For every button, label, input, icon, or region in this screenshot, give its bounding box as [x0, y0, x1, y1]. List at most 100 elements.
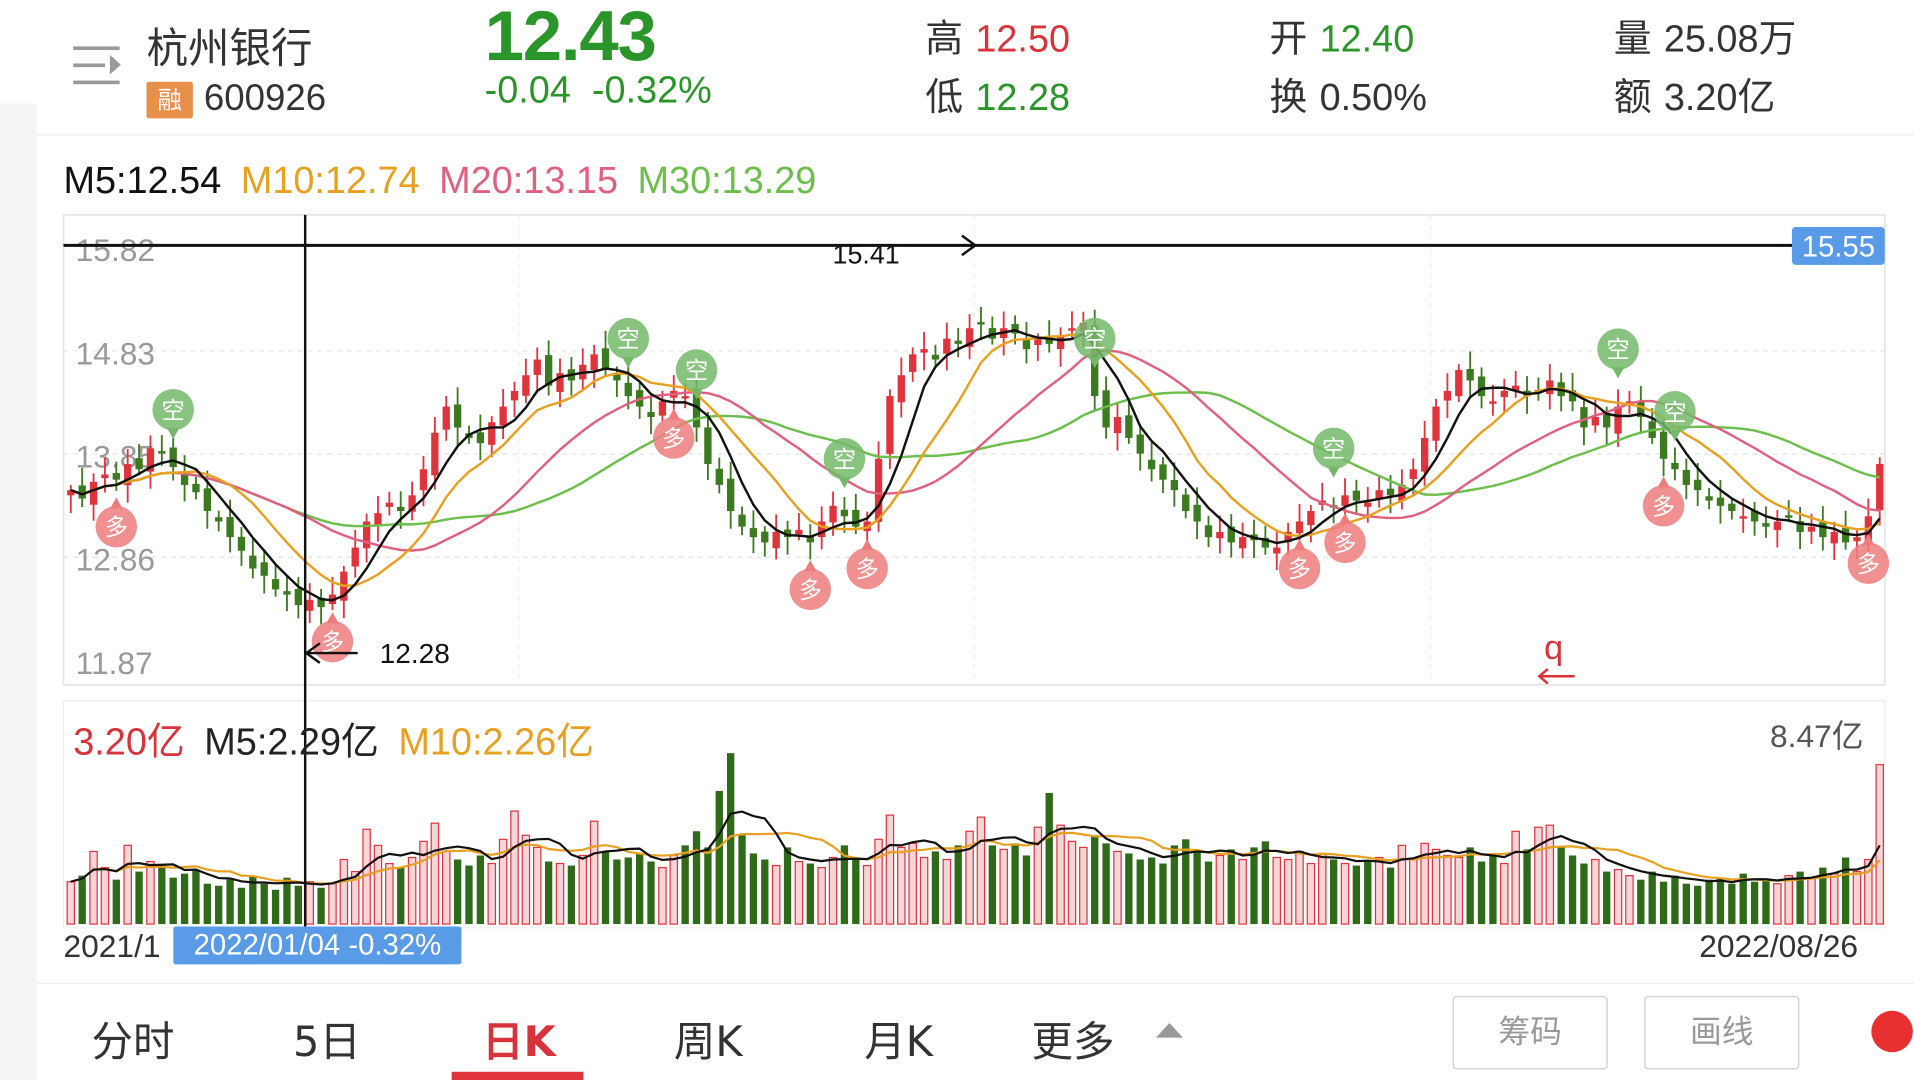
candle-down — [192, 483, 200, 493]
candle-up — [1591, 417, 1599, 426]
volume-bar-down — [203, 883, 211, 925]
volume-max-label: 8.47亿 — [1770, 717, 1864, 755]
volume-bar-up — [885, 814, 895, 925]
candle-up — [897, 375, 905, 403]
stat-value: 25.08万 — [1663, 17, 1797, 60]
candle-up — [818, 521, 826, 538]
short-signal-marker: 空 — [1312, 427, 1355, 478]
volume-bar-down — [852, 859, 860, 925]
candle-up — [385, 502, 394, 507]
candle-down — [271, 579, 280, 590]
tab-monthly-k[interactable]: 月K — [864, 1018, 933, 1067]
volume-bar-up — [1625, 875, 1634, 925]
volume-bar-up — [1500, 862, 1509, 925]
draw-line-button[interactable]: 画线 — [1644, 996, 1800, 1070]
volume-bar-up — [1545, 824, 1555, 925]
volume-bar-down — [135, 871, 143, 925]
candle-up — [1773, 521, 1782, 531]
low-price-label: 12.28 — [380, 638, 450, 669]
volume-bar-up — [350, 870, 360, 925]
candle-up — [362, 521, 371, 549]
candle-up — [1307, 511, 1315, 526]
marker-bubble — [846, 547, 888, 590]
candle-down — [1796, 521, 1804, 532]
candle-up — [1853, 537, 1861, 542]
stat-open: 开 12.40 — [1270, 7, 1415, 62]
volume-bar-down — [761, 859, 769, 925]
volume-ma5-line — [70, 810, 1881, 886]
volume-bar-down — [1159, 863, 1167, 925]
volume-bar-down — [317, 887, 325, 925]
volume-bar-up — [908, 842, 917, 925]
candle-down — [397, 506, 405, 512]
candle-down — [783, 529, 792, 538]
ma20-label: M20:13.15 — [439, 158, 618, 202]
volume-bar-up — [965, 830, 974, 925]
arrow-right-icon — [905, 234, 978, 257]
volume-ma10-line — [70, 831, 1881, 885]
volume-bar-up — [942, 858, 952, 925]
candle-up — [1489, 401, 1497, 404]
marker-label: 多 — [799, 577, 822, 604]
marker-bubble — [1073, 317, 1116, 360]
volume-bar-up — [441, 850, 451, 925]
volume-bar-down — [1557, 847, 1565, 925]
candle-down — [692, 391, 701, 428]
price-change: -0.04 -0.32% — [485, 68, 712, 112]
candle-up — [1455, 370, 1463, 397]
candle-up — [590, 354, 598, 371]
volume-bar-up — [578, 854, 588, 925]
candle-down — [977, 322, 985, 325]
chips-button[interactable]: 筹码 — [1452, 996, 1608, 1070]
marker-pointer — [1338, 513, 1352, 525]
marker-label: 空 — [685, 358, 708, 385]
volume-bar-down — [112, 879, 120, 925]
volume-bar-down — [192, 869, 200, 925]
short-signal-marker: 空 — [607, 317, 650, 368]
candle-up — [101, 474, 109, 479]
candle-down — [476, 432, 485, 444]
caret-up-icon[interactable] — [1156, 1022, 1183, 1038]
marker-bubble — [1278, 547, 1321, 590]
candle-up — [442, 406, 450, 430]
candle-up — [1614, 406, 1622, 434]
floating-red-dot-button[interactable] — [1871, 1010, 1913, 1053]
candle-down — [249, 555, 257, 569]
candle-up — [1500, 390, 1508, 397]
volume-bar-up — [1534, 826, 1543, 925]
price-tag — [1791, 227, 1885, 265]
crosshair-date-tag: 2022/01/04 -0.32% — [173, 926, 462, 965]
candle-up — [886, 396, 894, 454]
stat-label: 额 — [1613, 75, 1652, 119]
volume-bar-up — [1067, 840, 1077, 925]
candle-up — [488, 422, 496, 445]
tab-more[interactable]: 更多 — [1031, 1018, 1115, 1067]
tab-intraday[interactable]: 分时 — [91, 1018, 175, 1067]
marker-label: 多 — [1857, 551, 1880, 578]
menu-icon[interactable] — [71, 44, 125, 88]
volume-ma-lines — [70, 810, 1881, 886]
volume-bar-down — [180, 873, 189, 925]
volume-bar-down — [727, 753, 735, 925]
volume-bar-down — [1648, 871, 1656, 925]
volume-bar-up — [1852, 870, 1862, 925]
margin-badge: 融 — [146, 81, 193, 119]
volume-bar-up — [407, 856, 417, 925]
candle-down — [840, 509, 849, 517]
tab-daily-k[interactable]: 日K — [482, 1018, 556, 1067]
marker-bubble — [1847, 542, 1890, 585]
volume-bar-down — [681, 845, 689, 925]
volume-legend: 3.20亿 M5:2.29亿 M10:2.26亿 — [73, 710, 613, 765]
volume-bar-down — [1329, 859, 1338, 925]
candle-down — [215, 517, 223, 522]
volume-bar-down — [237, 887, 246, 925]
volume-bar-down — [1182, 839, 1190, 925]
volume-bar-down — [715, 790, 723, 925]
header-divider — [36, 134, 1914, 136]
tab-5day[interactable]: 5日 — [292, 1018, 361, 1067]
candle-down — [1182, 494, 1190, 512]
tab-weekly-k[interactable]: 周K — [673, 1018, 743, 1067]
volume-bar-up — [555, 862, 565, 925]
candle-down — [1102, 390, 1110, 428]
